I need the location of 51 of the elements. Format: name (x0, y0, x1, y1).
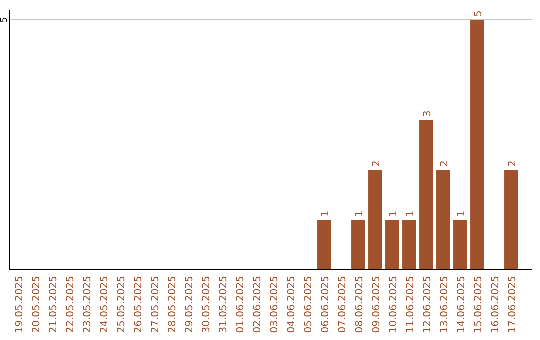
x-tick-label: 30.05.2025 (202, 276, 212, 334)
bar (318, 220, 332, 270)
x-tick-label: 12.06.2025 (422, 276, 434, 334)
x-tick-label: 03.06.2025 (270, 276, 280, 334)
data-label: 2 (372, 160, 382, 167)
data-label: 2 (440, 160, 450, 167)
data-label: 1 (388, 210, 400, 217)
x-tick-label: 16.06.2025 (490, 276, 502, 334)
bar (470, 20, 484, 270)
x-tick-label: 19.05.2025 (14, 276, 26, 334)
bar (368, 170, 382, 270)
x-tick-label: 24.05.2025 (100, 276, 110, 334)
x-tick-label: 15.06.2025 (474, 276, 484, 334)
bar (504, 170, 518, 270)
x-tick-label: 06.06.2025 (320, 276, 332, 334)
bar (352, 220, 366, 270)
x-tick-label: 20.05.2025 (32, 276, 42, 334)
x-tick-label: 14.06.2025 (456, 276, 468, 334)
bar (386, 220, 400, 270)
x-tick-label: 10.06.2025 (388, 276, 400, 334)
x-tick-label: 11.06.2025 (406, 276, 416, 334)
x-tick-label: 01.06.2025 (236, 276, 246, 334)
x-tick-label: 27.05.2025 (150, 276, 162, 334)
x-tick-label: 22.05.2025 (66, 276, 76, 334)
bar (436, 170, 450, 270)
x-tick-label: 21.05.2025 (48, 276, 60, 334)
data-label: 1 (354, 210, 366, 217)
x-tick-label: 25.05.2025 (116, 276, 128, 334)
data-label: 1 (456, 210, 468, 217)
x-tick-label: 02.06.2025 (252, 276, 264, 334)
bar (420, 120, 434, 270)
x-tick-label: 26.05.2025 (134, 276, 144, 334)
x-tick-label: 04.06.2025 (286, 276, 298, 334)
data-label: 3 (422, 110, 434, 117)
x-tick-label: 31.05.2025 (218, 276, 230, 334)
x-tick-label: 09.06.2025 (372, 276, 382, 334)
data-label: 2 (508, 160, 518, 167)
bar (454, 220, 468, 270)
data-label: 5 (474, 10, 484, 17)
ref-line-label: 5 (0, 17, 10, 23)
x-tick-label: 29.05.2025 (184, 276, 196, 334)
bar (402, 220, 416, 270)
data-label: 1 (320, 210, 332, 217)
data-label: 1 (406, 210, 416, 217)
x-tick-label: 08.06.2025 (354, 276, 366, 334)
x-tick-label: 28.05.2025 (168, 276, 178, 334)
x-tick-label: 07.06.2025 (338, 276, 348, 334)
x-tick-label: 17.06.2025 (508, 276, 518, 334)
x-tick-label: 23.05.2025 (82, 276, 94, 334)
x-tick-label: 13.06.2025 (440, 276, 450, 334)
x-tick-label: 05.06.2025 (304, 276, 314, 334)
